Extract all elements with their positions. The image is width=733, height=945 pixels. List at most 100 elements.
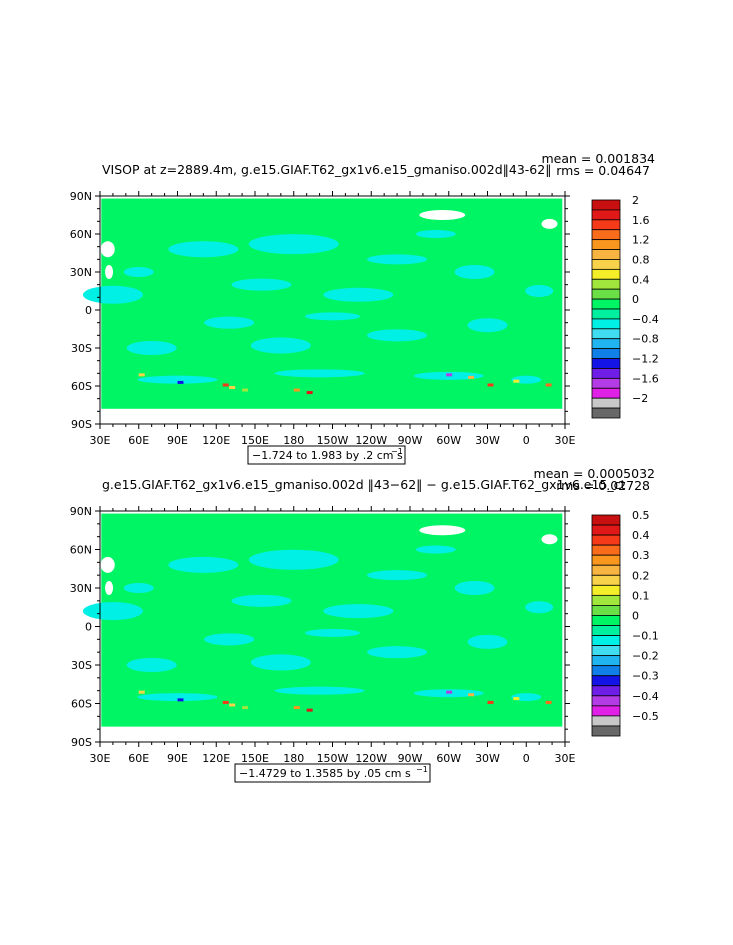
- negative-region: [323, 287, 394, 302]
- rms-stat: rms = 0.02728: [556, 478, 650, 493]
- colorbar-label: 0.5: [632, 509, 650, 522]
- x-tick-label: 60W: [436, 434, 461, 447]
- range-label-unit-exponent: −1: [416, 765, 428, 774]
- negative-region: [367, 329, 428, 342]
- colorbar-swatch: [591, 308, 621, 320]
- colorbar-swatch: [591, 715, 621, 727]
- field-cell: [545, 700, 552, 704]
- colorbar-label: 0.3: [632, 549, 650, 562]
- y-tick-label: 30N: [70, 582, 92, 595]
- colorbar-swatch: [591, 288, 621, 300]
- colorbar-label: 0: [632, 609, 639, 622]
- y-tick-label: 30N: [70, 266, 92, 279]
- field-cell: [229, 703, 236, 707]
- colorbar-swatch: [591, 544, 621, 556]
- colorbar-swatch: [591, 584, 621, 596]
- x-tick-label: 30W: [475, 752, 500, 765]
- missing-region: [100, 556, 115, 573]
- x-tick-label: 120E: [202, 434, 230, 447]
- negative-region: [168, 556, 239, 573]
- colorbar-swatch: [591, 328, 621, 340]
- field-cell: [177, 698, 184, 702]
- negative-region: [250, 654, 311, 671]
- negative-region: [126, 658, 177, 672]
- field-cell: [468, 375, 475, 379]
- range-label-box: [247, 445, 406, 465]
- negative-region: [367, 570, 428, 581]
- y-tick-label: 90N: [70, 190, 92, 203]
- y-tick-label: 0: [85, 621, 92, 634]
- negative-region: [231, 594, 292, 607]
- colorbar-swatch: [591, 259, 621, 270]
- negative-region: [248, 234, 339, 255]
- colorbar-swatch: [591, 725, 621, 737]
- x-tick-label: 150E: [241, 434, 269, 447]
- negative-region: [231, 278, 292, 291]
- y-tick-label: 90S: [71, 418, 92, 431]
- x-tick-label: 180: [283, 434, 304, 447]
- negative-region: [250, 337, 311, 354]
- colorbar-label: −1.6: [632, 372, 659, 385]
- y-tick-label: 60N: [70, 228, 92, 241]
- field-cell: [306, 391, 313, 395]
- negative-region: [305, 628, 360, 637]
- x-tick-label: 30E: [555, 752, 576, 765]
- rms-stat: rms = 0.04647: [556, 163, 650, 178]
- colorbar-swatch: [591, 534, 621, 546]
- negative-region: [323, 604, 394, 619]
- missing-region: [105, 581, 114, 595]
- field-cell: [222, 700, 229, 704]
- x-tick-label: 60E: [128, 434, 149, 447]
- negative-region: [137, 693, 218, 702]
- field-cell: [177, 380, 184, 384]
- colorbar-label: 2: [632, 194, 639, 207]
- field-cell: [446, 690, 453, 694]
- missing-region: [541, 534, 558, 545]
- negative-region: [415, 230, 456, 238]
- x-tick-label: 90W: [398, 752, 423, 765]
- colorbar-label: 0.4: [632, 273, 650, 286]
- colorbar-swatch: [591, 625, 621, 636]
- negative-region: [525, 285, 554, 297]
- colorbar-swatch: [591, 358, 621, 369]
- x-tick-label: 30W: [475, 434, 500, 447]
- field-cell: [306, 708, 313, 712]
- colorbar-swatch: [591, 387, 621, 399]
- missing-region: [419, 525, 466, 536]
- negative-region: [367, 646, 428, 659]
- colorbar-swatch: [591, 338, 621, 350]
- negative-region: [274, 686, 365, 695]
- colorbar-swatch: [591, 298, 621, 310]
- colorbar-swatch: [591, 268, 621, 280]
- colorbar-swatch: [591, 219, 621, 231]
- x-tick-label: 150E: [241, 752, 269, 765]
- colorbar-label: −0.4: [632, 313, 659, 326]
- colorbar-label: −0.1: [632, 630, 659, 643]
- range-label-unit-exponent: −1: [391, 447, 403, 456]
- field-cell: [222, 383, 229, 387]
- colorbar-swatch: [591, 665, 621, 677]
- colorbar-label: −0.4: [632, 690, 659, 703]
- colorbar-label: −2: [632, 392, 648, 405]
- x-tick-label: 120E: [202, 752, 230, 765]
- x-tick-label: 150W: [317, 434, 349, 447]
- missing-region: [105, 265, 114, 279]
- mean-stat: mean = 0.0005032: [534, 466, 655, 481]
- field-cell: [468, 693, 475, 697]
- colorbar-swatch: [591, 199, 621, 211]
- negative-region: [137, 375, 218, 384]
- missing-region: [541, 218, 558, 229]
- colorbar-label: −0.2: [632, 650, 659, 663]
- colorbar-swatch: [591, 229, 621, 241]
- colorbar-swatch: [591, 615, 621, 626]
- negative-region: [123, 267, 154, 277]
- field-cell: [138, 690, 145, 694]
- colorbar-swatch: [591, 348, 621, 359]
- x-tick-label: 30E: [555, 434, 576, 447]
- negative-region: [525, 601, 554, 614]
- colorbar-swatch: [591, 377, 621, 389]
- missing-region: [419, 210, 466, 220]
- negative-region: [454, 581, 495, 595]
- colorbar-swatch: [591, 675, 621, 687]
